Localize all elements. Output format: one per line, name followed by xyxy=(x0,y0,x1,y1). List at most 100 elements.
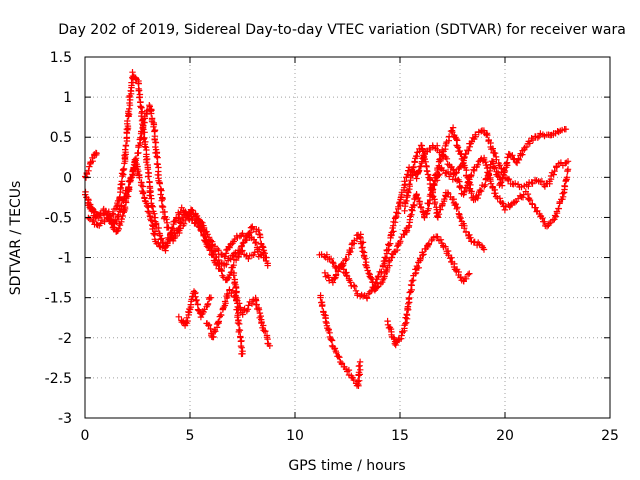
data-point-run xyxy=(134,119,148,157)
data-point-run xyxy=(151,126,162,179)
data-series xyxy=(384,233,473,349)
data-series xyxy=(84,69,271,284)
data-point-run xyxy=(354,291,368,300)
data-point-run xyxy=(371,263,387,290)
data-point-run xyxy=(169,225,184,245)
data-point xyxy=(480,246,488,253)
data-point-run xyxy=(418,142,433,181)
data-point-run xyxy=(522,188,539,211)
data-point xyxy=(564,158,572,165)
data-point xyxy=(564,166,572,173)
data-point-run xyxy=(511,191,527,206)
data-point-run xyxy=(239,305,252,318)
data-point-run xyxy=(229,232,245,247)
data-point-run xyxy=(470,155,487,174)
x-axis-label: GPS time / hours xyxy=(288,458,405,474)
data-point-run xyxy=(557,126,568,134)
data-point-run xyxy=(480,127,497,156)
data-point-run xyxy=(460,271,472,285)
data-point-run xyxy=(135,77,146,115)
data-point-run xyxy=(187,209,201,221)
data-point-run xyxy=(449,124,466,163)
data-point-run xyxy=(468,238,482,249)
data-point-run xyxy=(129,69,140,83)
data-point-run xyxy=(317,292,329,322)
data-point-run xyxy=(205,244,220,269)
x-tick-label: 0 xyxy=(81,428,90,444)
data-point-run xyxy=(143,151,154,196)
data-point-run xyxy=(384,317,399,347)
x-tick-labels: 0 5 10 15 20 25 xyxy=(81,428,619,444)
data-point-run xyxy=(140,189,151,210)
data-point-run xyxy=(144,204,159,245)
data-point-run xyxy=(181,305,194,329)
y-axis-label: SDTVAR / TECUs xyxy=(8,181,24,296)
data-point-run xyxy=(342,239,356,264)
y-tick-label: 1 xyxy=(63,90,72,106)
data-point-run xyxy=(513,144,528,167)
data-point-run xyxy=(127,150,141,182)
data-point xyxy=(256,246,263,253)
data-point xyxy=(266,342,273,349)
data-point-run xyxy=(209,311,225,341)
x-tick-label: 10 xyxy=(286,428,304,444)
data-point-run xyxy=(316,251,331,261)
data-point-run xyxy=(322,318,336,349)
y-tick-label: -1.5 xyxy=(45,291,72,307)
data-series xyxy=(85,102,263,260)
data-point-run xyxy=(100,205,114,220)
data-point-run xyxy=(153,239,167,251)
data-point-run xyxy=(553,159,570,170)
data-point-run xyxy=(114,158,129,205)
data-point-run xyxy=(232,239,247,261)
data-point-run xyxy=(121,105,133,163)
data-point xyxy=(562,126,570,133)
data-point xyxy=(356,358,364,366)
y-tick-label: -3 xyxy=(58,411,72,427)
data-point-run xyxy=(134,166,147,197)
data-series xyxy=(401,142,488,253)
data-point-run xyxy=(121,175,134,215)
data-point-run xyxy=(460,220,474,242)
data-point-run xyxy=(506,151,520,166)
data-series xyxy=(321,142,572,302)
data-point-run xyxy=(396,225,411,247)
data-point-run xyxy=(346,277,361,297)
data-point-run xyxy=(480,154,498,194)
data-point-run xyxy=(170,208,184,228)
data-point-run xyxy=(533,177,549,190)
data-point-run xyxy=(321,269,336,284)
data-point-run xyxy=(449,161,466,183)
x-tick-label: 25 xyxy=(601,428,619,444)
data-series xyxy=(175,288,215,329)
data-point-run xyxy=(401,166,416,214)
data-point-run xyxy=(429,142,443,156)
axis-ticks xyxy=(84,56,611,419)
data-point-run xyxy=(434,233,449,251)
data-point-run xyxy=(258,318,272,347)
data-point-run xyxy=(217,286,233,318)
y-tick-label: -1 xyxy=(58,251,72,267)
data-point-run xyxy=(220,255,234,269)
data-point-run xyxy=(234,316,246,358)
data-point-run xyxy=(392,328,406,349)
y-tick-label: 0.5 xyxy=(50,130,72,146)
y-tick-label: 1.5 xyxy=(50,50,72,66)
data-point xyxy=(264,262,271,269)
y-tick-labels: -3 -2.5 -2 -1.5 -1 -0.5 0 0.5 1 1.5 xyxy=(45,50,72,427)
data-point-run xyxy=(338,360,353,375)
data-point-run xyxy=(551,190,567,220)
data-point-run xyxy=(401,281,415,334)
data-point-run xyxy=(155,175,169,220)
data-point-run xyxy=(439,151,455,171)
data-point-run xyxy=(522,135,537,151)
plot-area xyxy=(82,69,572,389)
data-point-run xyxy=(388,200,404,239)
data-point-run xyxy=(543,216,558,230)
y-tick-label: 0 xyxy=(63,170,72,186)
data-point xyxy=(239,350,246,358)
data-point-run xyxy=(94,214,110,229)
data-point-run xyxy=(489,158,504,189)
data-point-run xyxy=(543,163,560,187)
